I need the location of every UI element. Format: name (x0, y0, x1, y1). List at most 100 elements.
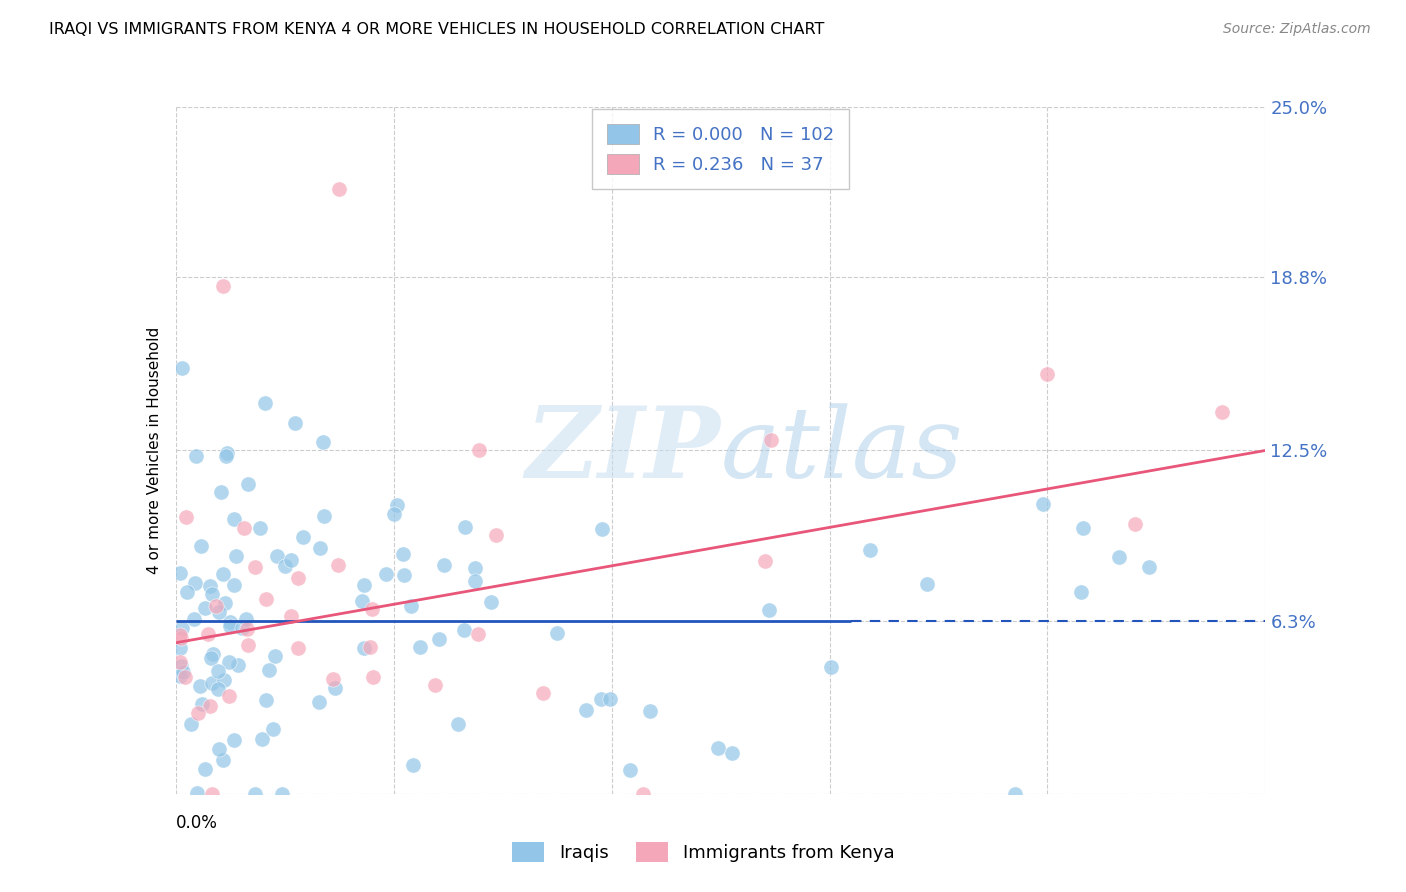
Point (721, 746, 744, 760)
Point (257, 663, 280, 677)
Point (198, 579, 221, 593)
Point (176, 585, 198, 599)
Point (186, 706, 209, 720)
Point (207, 664, 229, 678)
Point (236, 476, 259, 491)
Point (1137, 560, 1160, 574)
Y-axis label: 4 or more Vehicles in Household: 4 or more Vehicles in Household (146, 326, 162, 574)
Point (754, 554, 776, 568)
Point (222, 578, 245, 592)
Point (323, 681, 346, 695)
Point (328, 182, 350, 196)
Point (326, 558, 349, 572)
Point (309, 541, 332, 555)
Point (194, 762, 217, 776)
Point (531, 686, 554, 700)
Point (169, 566, 191, 580)
Point (215, 449, 238, 463)
Point (172, 665, 194, 679)
Point (353, 578, 375, 592)
Point (212, 753, 235, 767)
Point (350, 593, 373, 607)
Point (353, 641, 375, 656)
Point (170, 631, 193, 645)
Point (273, 559, 295, 574)
Point (233, 521, 256, 535)
Point (453, 623, 475, 637)
Point (1071, 521, 1094, 535)
Point (254, 693, 277, 707)
Point (209, 484, 232, 499)
Point (758, 602, 780, 616)
Point (188, 679, 211, 693)
Point (1108, 549, 1130, 564)
Point (633, 787, 655, 801)
Point (200, 787, 222, 801)
Point (236, 638, 259, 652)
Point (169, 656, 191, 670)
Point (201, 676, 224, 690)
Point (194, 601, 217, 615)
Point (200, 651, 222, 665)
Point (859, 543, 882, 558)
Legend: Iraqis, Immigrants from Kenya: Iraqis, Immigrants from Kenya (505, 834, 901, 870)
Point (214, 596, 236, 610)
Point (253, 396, 276, 410)
Point (427, 632, 450, 647)
Point (619, 764, 641, 778)
Point (394, 568, 416, 582)
Point (546, 626, 568, 640)
Point (1211, 405, 1233, 419)
Text: IRAQI VS IMMIGRANTS FROM KENYA 4 OR MORE VEHICLES IN HOUSEHOLD CORRELATION CHART: IRAQI VS IMMIGRANTS FROM KENYA 4 OR MORE… (49, 22, 824, 37)
Point (262, 722, 284, 736)
Point (1036, 367, 1059, 381)
Point (254, 592, 277, 607)
Point (484, 528, 506, 542)
Point (208, 605, 231, 619)
Point (392, 547, 415, 561)
Point (208, 742, 231, 756)
Point (183, 612, 205, 626)
Point (243, 787, 266, 801)
Point (191, 697, 214, 711)
Text: 0.0%: 0.0% (176, 814, 218, 832)
Point (374, 567, 396, 582)
Point (454, 519, 477, 533)
Point (464, 561, 486, 575)
Point (176, 509, 198, 524)
Point (170, 659, 193, 673)
Point (270, 787, 292, 801)
Point (173, 670, 195, 684)
Point (308, 695, 330, 709)
Point (359, 640, 381, 654)
Point (235, 612, 257, 626)
Point (589, 692, 612, 706)
Point (186, 449, 208, 463)
Point (287, 571, 309, 585)
Point (169, 640, 191, 655)
Point (222, 512, 245, 526)
Point (200, 698, 222, 713)
Point (761, 434, 783, 448)
Point (249, 521, 271, 535)
Point (599, 692, 621, 706)
Point (212, 673, 235, 687)
Point (382, 507, 405, 521)
Point (467, 627, 489, 641)
Point (190, 539, 212, 553)
Text: atlas: atlas (721, 403, 963, 498)
Point (219, 619, 242, 633)
Point (591, 522, 613, 536)
Legend: R = 0.000   N = 102, R = 0.236   N = 37: R = 0.000 N = 102, R = 0.236 N = 37 (592, 109, 849, 189)
Point (205, 599, 228, 613)
Point (915, 576, 938, 591)
Point (387, 498, 409, 512)
Point (186, 786, 208, 800)
Point (360, 602, 382, 616)
Point (170, 361, 193, 376)
Point (197, 627, 219, 641)
Point (447, 716, 470, 731)
Point (479, 595, 502, 609)
Point (225, 549, 247, 563)
Point (212, 566, 235, 581)
